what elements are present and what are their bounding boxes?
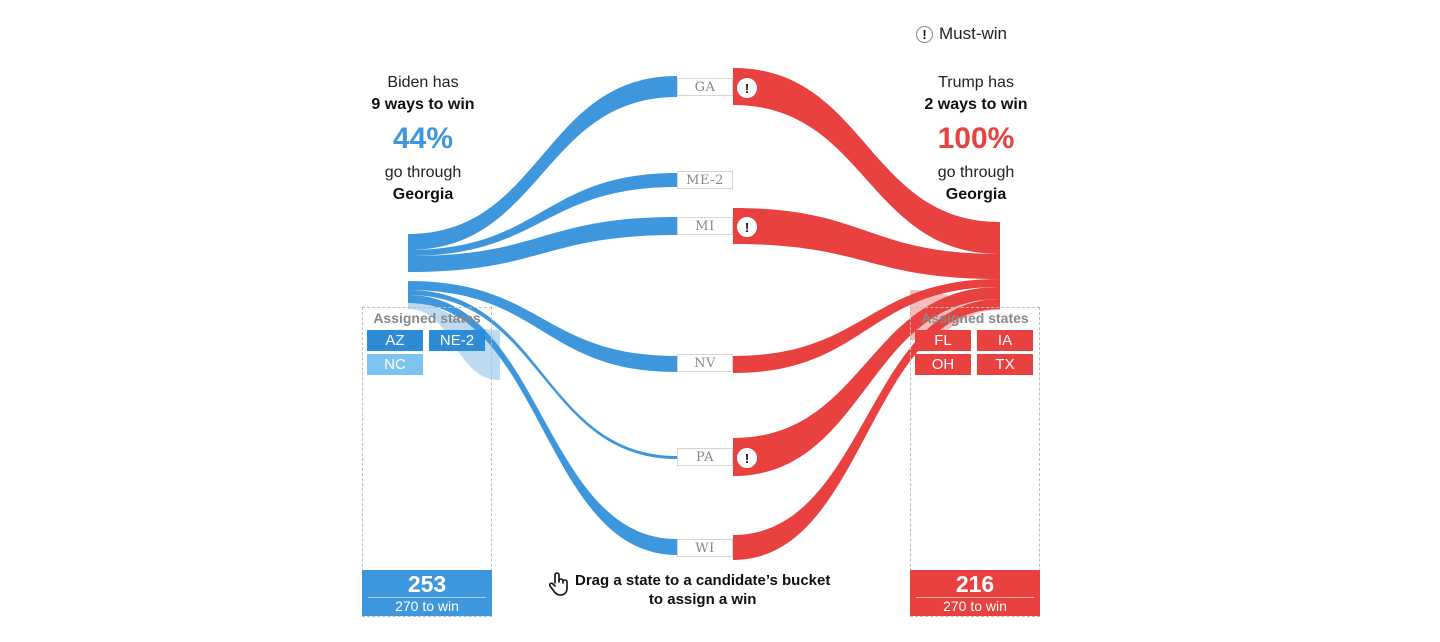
biden-assigned-state-chip[interactable]: NC [367, 354, 423, 375]
trump-summary-line3: go through [937, 164, 1015, 181]
trump-summary: Trump has 2 ways to win 100% go through … [876, 72, 1076, 206]
trump-percent: 100% [937, 122, 1015, 155]
hand-pointer-icon [548, 572, 568, 596]
biden-assigned-state-chip[interactable]: NE-2 [429, 330, 485, 351]
must-win-icon: ! [737, 217, 757, 237]
biden-summary-line1: Biden has [387, 74, 459, 91]
flow-biden-mi [408, 217, 677, 272]
state-node-mi[interactable]: MI [677, 217, 733, 235]
trump-assigned-state-chip[interactable]: FL [915, 330, 971, 351]
hint-line2: to assign a win [648, 591, 757, 608]
trump-bucket[interactable]: Assigned states FL IA OH TX [910, 307, 1040, 617]
flow-trump-mi [733, 208, 1000, 279]
flow-trump-pa [733, 287, 1000, 476]
trump-ways-to-win: 2 ways to win [924, 96, 1028, 113]
trump-assigned-state-chip[interactable]: OH [915, 354, 971, 375]
flow-biden-wi [408, 295, 677, 555]
state-node-wi[interactable]: WI [677, 539, 733, 557]
flow-biden-me-2 [408, 173, 677, 256]
trump-key-state: Georgia [945, 186, 1007, 203]
biden-bucket-title: Assigned states [363, 310, 491, 326]
biden-bucket[interactable]: Assigned states AZ NE-2 NC [362, 307, 492, 617]
hint-line1: Drag a state to a candidate’s bucket [575, 572, 831, 589]
biden-total: 253 270 to win [362, 570, 492, 616]
flow-biden-pa [408, 290, 677, 459]
exclamation-circle-icon: ! [916, 25, 933, 43]
must-win-icon: ! [737, 78, 757, 98]
flow-trump-nv [733, 279, 1000, 373]
flow-trump-wi [733, 299, 1000, 560]
trump-total: 216 270 to win [910, 570, 1040, 616]
trump-electoral-votes: 216 [955, 571, 995, 597]
biden-ways-to-win: 9 ways to win [371, 96, 475, 113]
state-node-pa[interactable]: PA [677, 448, 733, 466]
biden-key-state: Georgia [392, 186, 454, 203]
state-node-ga[interactable]: GA [677, 78, 733, 96]
biden-flows [408, 76, 677, 555]
trump-assigned-state-chip[interactable]: TX [977, 354, 1033, 375]
biden-percent: 44% [392, 122, 454, 155]
biden-threshold: 270 to win [368, 597, 486, 614]
legend: ! Must-win [916, 24, 1007, 44]
flow-biden-ga [408, 76, 677, 250]
legend-label: Must-win [939, 24, 1008, 43]
trump-summary-line1: Trump has [938, 74, 1014, 91]
trump-assigned-state-chip[interactable]: IA [977, 330, 1033, 351]
drag-hint: Drag a state to a candidate’s bucket to … [548, 571, 830, 609]
must-win-icon: ! [737, 448, 757, 468]
state-node-nv[interactable]: NV [677, 354, 733, 372]
trump-threshold: 270 to win [916, 597, 1034, 614]
biden-summary: Biden has 9 ways to win 44% go through G… [323, 72, 523, 206]
trump-bucket-title: Assigned states [921, 310, 1029, 326]
flow-biden-nv [408, 281, 677, 372]
flow-trump-to-bucket [910, 290, 1000, 340]
flow-trump-ga [733, 68, 1000, 254]
biden-electoral-votes: 253 [407, 571, 447, 597]
biden-assigned-state-chip[interactable]: AZ [367, 330, 423, 351]
biden-summary-line3: go through [384, 164, 462, 181]
state-node-me-2[interactable]: ME-2 [677, 171, 733, 189]
trump-flows [733, 68, 1000, 560]
